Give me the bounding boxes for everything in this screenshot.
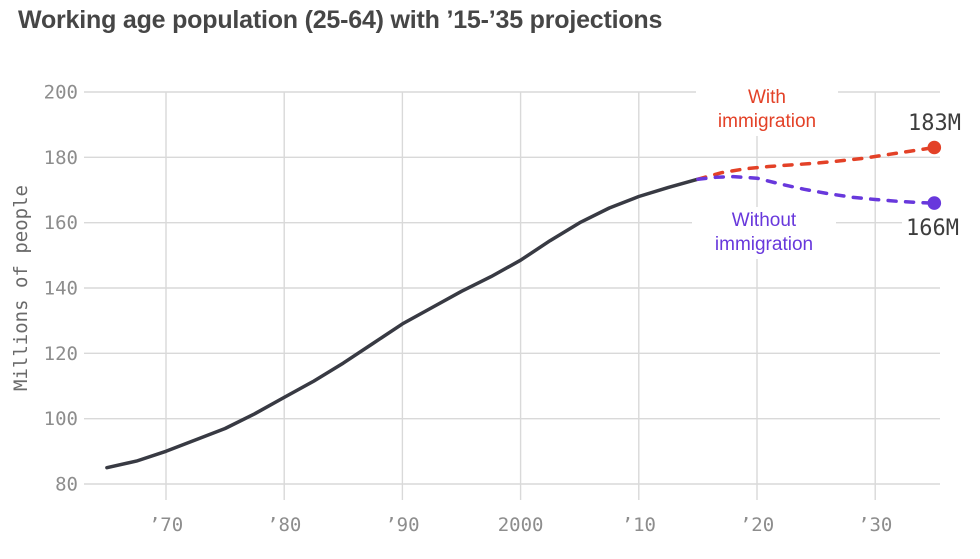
x-tick-label: ’10 xyxy=(622,514,656,536)
legend-with-line2: immigration xyxy=(717,111,817,132)
y-tick-label: 100 xyxy=(44,408,78,430)
end-value-without-immigration: 166M xyxy=(902,215,963,242)
y-tick-label: 200 xyxy=(44,82,78,104)
chart-title: Working age population (25-64) with ’15-… xyxy=(18,6,663,34)
legend-without-line1: Without xyxy=(731,210,797,231)
y-tick-label: 80 xyxy=(55,474,78,496)
y-tick-label: 160 xyxy=(44,212,78,234)
x-tick-label: ’80 xyxy=(267,514,301,536)
end-dot-with-immigration xyxy=(927,140,942,155)
x-tick-label: ’70 xyxy=(149,514,183,536)
legend-with-immigration: With immigration xyxy=(696,84,838,136)
y-axis-title: Millions of people xyxy=(10,185,32,391)
y-tick-label: 180 xyxy=(44,147,78,169)
legend-without-line2: immigration xyxy=(714,234,814,255)
x-tick-label: 2000 xyxy=(498,514,544,536)
series-with-immigration xyxy=(696,145,937,181)
x-tick-label: ’20 xyxy=(740,514,774,536)
y-tick-label: 140 xyxy=(44,278,78,300)
y-tick-label: 120 xyxy=(44,343,78,365)
series-without-immigration xyxy=(696,174,937,205)
x-tick-label: ’30 xyxy=(858,514,892,536)
series-historical xyxy=(105,177,700,470)
legend-with-line1: With xyxy=(748,87,786,108)
end-value-with-immigration: 183M xyxy=(904,110,965,137)
x-tick-label: ’90 xyxy=(385,514,419,536)
end-dot-without-immigration xyxy=(927,196,942,210)
legend-without-immigration: Without immigration xyxy=(692,207,836,259)
